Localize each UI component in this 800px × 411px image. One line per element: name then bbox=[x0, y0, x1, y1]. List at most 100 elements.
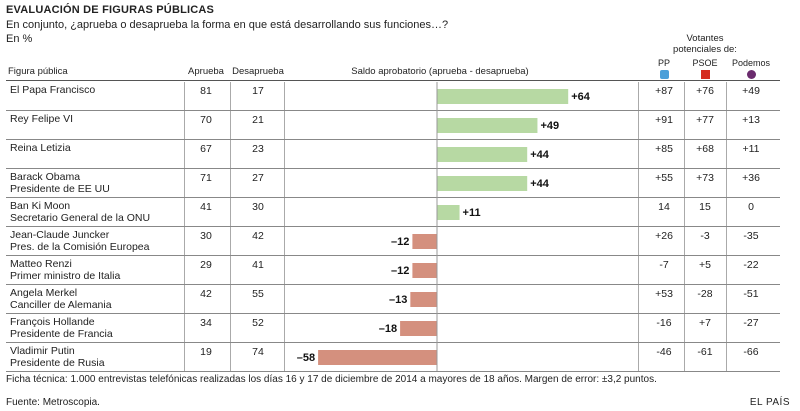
podemos-voters-value: +36 bbox=[742, 172, 760, 184]
col-header-disapprove: Desaprueba bbox=[232, 66, 284, 77]
cell-divider bbox=[184, 227, 185, 255]
cell-divider bbox=[230, 140, 231, 168]
cell-divider bbox=[184, 169, 185, 197]
table-row: Matteo Renzi Primer ministro de Italia 29 4… bbox=[6, 256, 780, 285]
voters-heading-line-2: potenciales de: bbox=[673, 44, 737, 55]
figure-name-cell: El Papa Francisco bbox=[10, 84, 95, 96]
disapprove-value: 52 bbox=[252, 317, 264, 329]
pp-voters-value: +26 bbox=[655, 230, 673, 242]
table-row: Jean-Claude Juncker Pres. de la Comisión … bbox=[6, 227, 780, 256]
cell-divider bbox=[284, 82, 285, 110]
cell-divider bbox=[184, 111, 185, 139]
cell-divider bbox=[684, 111, 685, 139]
figure-name: Rey Felipe VI bbox=[10, 113, 74, 125]
cell-divider bbox=[726, 111, 727, 139]
col-header-balance: Saldo aprobatorio (aprueba - desaprueba) bbox=[351, 66, 529, 77]
table-row: Rey Felipe VI 70 21 +91 +77 +13 bbox=[6, 111, 780, 140]
podemos-voters-value: +13 bbox=[742, 114, 760, 126]
approve-value: 19 bbox=[200, 346, 212, 358]
cell-divider bbox=[726, 198, 727, 226]
balance-label: +44 bbox=[530, 149, 550, 161]
balance-label: –58 bbox=[297, 352, 315, 364]
disapprove-value: 27 bbox=[252, 172, 264, 184]
cell-divider bbox=[726, 343, 727, 371]
figure-role: Pres. de la Comisión Europea bbox=[10, 241, 150, 253]
figure-name-cell: François Hollande Presidente de Francia bbox=[10, 316, 113, 340]
cell-divider bbox=[230, 82, 231, 110]
table-row: El Papa Francisco 81 17 +87 +76 +49 bbox=[6, 82, 780, 111]
col-header-figure: Figura pública bbox=[8, 66, 68, 77]
figure-name: Vladimir Putin bbox=[10, 345, 75, 357]
psoe-voters-value: +77 bbox=[696, 114, 714, 126]
figure-name-cell: Jean-Claude Juncker Pres. de la Comisión … bbox=[10, 229, 150, 253]
approve-value: 42 bbox=[200, 288, 212, 300]
cell-divider bbox=[284, 169, 285, 197]
podemos-voters-value: -27 bbox=[743, 317, 759, 329]
cell-divider bbox=[230, 169, 231, 197]
podemos-voters-value: 0 bbox=[748, 201, 754, 213]
figure-role: Presidente de EE UU bbox=[10, 183, 110, 195]
cell-divider bbox=[184, 140, 185, 168]
balance-label: +64 bbox=[571, 91, 591, 103]
disapprove-value: 30 bbox=[252, 201, 264, 213]
cell-divider bbox=[638, 140, 639, 168]
cell-divider bbox=[230, 256, 231, 284]
cell-divider bbox=[684, 314, 685, 342]
approve-value: 34 bbox=[200, 317, 212, 329]
cell-divider bbox=[184, 198, 185, 226]
psoe-voters-value: +5 bbox=[699, 259, 711, 271]
table-row: Barack Obama Presidente de EE UU 71 27 +55 +7… bbox=[6, 169, 780, 198]
pp-voters-value: -7 bbox=[659, 259, 669, 271]
podemos-voters-value: +11 bbox=[742, 143, 760, 155]
cell-divider bbox=[230, 285, 231, 313]
approve-value: 81 bbox=[200, 85, 212, 97]
cell-divider bbox=[684, 285, 685, 313]
figure-name: El Papa Francisco bbox=[10, 84, 96, 96]
cell-divider bbox=[726, 314, 727, 342]
cell-divider bbox=[184, 343, 185, 371]
pp-logo-icon bbox=[660, 70, 669, 79]
table-row: Ban Ki Moon Secretario General de la ONU 4… bbox=[6, 198, 780, 227]
approve-value: 70 bbox=[200, 114, 212, 126]
balance-label: –12 bbox=[391, 265, 409, 277]
figure-role: Presidente de Francia bbox=[10, 328, 113, 340]
figure-role: Presidente de Rusia bbox=[10, 357, 105, 369]
balance-bar bbox=[437, 118, 538, 133]
podemos-logo-icon bbox=[747, 70, 756, 79]
cell-divider bbox=[726, 285, 727, 313]
balance-label: –13 bbox=[389, 294, 407, 306]
disapprove-value: 21 bbox=[252, 114, 264, 126]
chart-subtitle: En conjunto, ¿aprueba o desaprueba la fo… bbox=[6, 19, 449, 31]
cell-divider bbox=[638, 82, 639, 110]
psoe-voters-value: +73 bbox=[696, 172, 714, 184]
pp-voters-value: 14 bbox=[658, 201, 670, 213]
balance-label: +49 bbox=[540, 120, 559, 132]
balance-label: +11 bbox=[463, 207, 481, 219]
cell-divider bbox=[184, 314, 185, 342]
balance-bar bbox=[412, 234, 437, 249]
cell-divider bbox=[684, 198, 685, 226]
balance-bar bbox=[400, 321, 437, 336]
cell-divider bbox=[684, 256, 685, 284]
pp-voters-value: +91 bbox=[655, 114, 673, 126]
cell-divider bbox=[184, 285, 185, 313]
cell-divider bbox=[684, 169, 685, 197]
figure-name-cell: Ban Ki Moon Secretario General de la ONU bbox=[10, 200, 150, 224]
disapprove-value: 74 bbox=[252, 346, 264, 358]
figure-name-cell: Vladimir Putin Presidente de Rusia bbox=[10, 345, 105, 369]
figure-name-cell: Matteo Renzi Primer ministro de Italia bbox=[10, 258, 120, 282]
cell-divider bbox=[638, 169, 639, 197]
balance-bar bbox=[437, 176, 528, 191]
unit-label: En % bbox=[6, 33, 33, 45]
cell-divider bbox=[284, 198, 285, 226]
psoe-voters-value: +68 bbox=[696, 143, 714, 155]
figure-role: Primer ministro de Italia bbox=[10, 270, 121, 282]
figure-name: Barack Obama bbox=[10, 171, 81, 183]
figure-name: Reina Letizia bbox=[10, 142, 71, 154]
pp-voters-value: +53 bbox=[655, 288, 673, 300]
balance-bar bbox=[318, 350, 437, 365]
cell-divider bbox=[684, 227, 685, 255]
disapprove-value: 23 bbox=[252, 143, 264, 155]
cell-divider bbox=[638, 314, 639, 342]
cell-divider bbox=[726, 169, 727, 197]
